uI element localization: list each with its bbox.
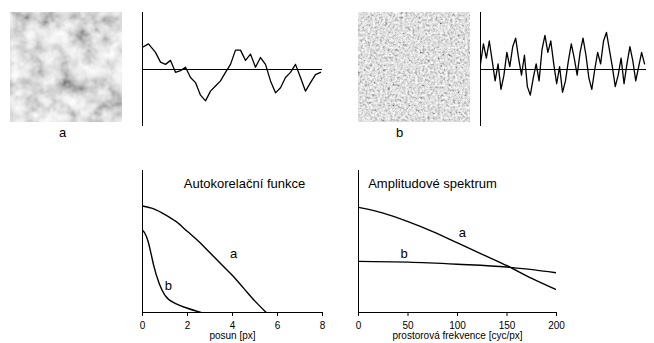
- svg-text:4: 4: [229, 319, 236, 331]
- svg-text:0: 0: [356, 320, 362, 331]
- svg-text:Amplitudové spektrum: Amplitudové spektrum: [368, 176, 497, 191]
- svg-text:posun [px]: posun [px]: [209, 330, 255, 341]
- svg-text:150: 150: [498, 319, 516, 331]
- svg-text:6: 6: [275, 320, 281, 331]
- svg-text:0: 0: [140, 320, 146, 331]
- svg-text:100: 100: [449, 319, 466, 331]
- svg-text:2: 2: [185, 320, 191, 331]
- svg-text:8: 8: [320, 320, 326, 331]
- svg-text:b: b: [165, 278, 172, 293]
- svg-text:200: 200: [548, 320, 565, 331]
- html-text:a: a: [59, 125, 67, 140]
- html-text:b: b: [396, 125, 404, 140]
- svg-text:prostorová frekvence [cyc/px]: prostorová frekvence [cyc/px]: [392, 330, 522, 341]
- svg-text:50: 50: [402, 319, 414, 331]
- svg-text:Autokorelační funkce: Autokorelační funkce: [184, 176, 305, 191]
- svg-text:a: a: [459, 225, 467, 240]
- svg-text:b: b: [400, 246, 407, 261]
- svg-text:a: a: [230, 246, 238, 261]
